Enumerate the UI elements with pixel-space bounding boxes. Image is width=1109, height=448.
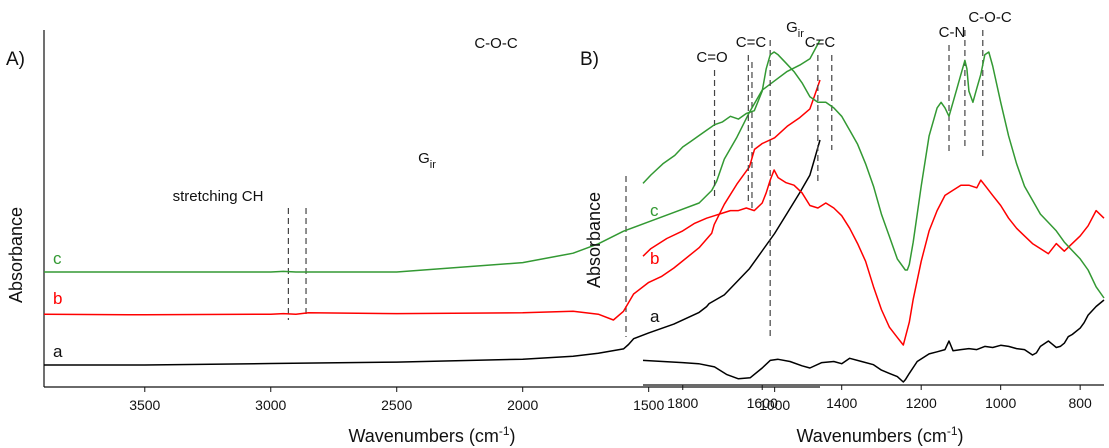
- panel-b: B) Absorbance 1800 1600 1400 1200 1000 800 C=…: [580, 9, 1105, 446]
- panel-a-x-tick-label: 1000: [759, 397, 790, 413]
- panel-a-x-tick-label: 3500: [129, 397, 160, 413]
- panel-b-annotation-c-c-2: C=C: [805, 34, 836, 51]
- panel-a-series-a: [44, 139, 821, 366]
- panel-b-x-axis-label: Wavenumbers (cm-1): [796, 424, 963, 446]
- panel-b-annotation-gir: Gir: [786, 19, 804, 40]
- panel-a-x-ticks: 3500 3000 2500 2000 1500 1000: [129, 387, 790, 413]
- panel-a-x-tick-label: 2500: [381, 397, 412, 413]
- panel-a-annotation-c-o-c: C-O-C: [474, 35, 517, 52]
- panel-b-annotations: C=O C=C Gir C=C C-N C-O-C: [696, 9, 1011, 66]
- panel-b-x-tick-label: 1200: [906, 395, 937, 411]
- panel-b-curve-label-b: b: [650, 249, 659, 268]
- panel-b-series-c: [642, 51, 1105, 299]
- panel-a-series-b: [43, 79, 821, 321]
- panel-b-curve-labels: a b c: [650, 201, 660, 326]
- panel-a-label: A): [6, 49, 25, 70]
- panel-a-series-c: [44, 39, 821, 273]
- panel-a-annotation-gir: Gir: [418, 150, 436, 171]
- panel-a-annotations: stretching CH Gir C-O-C: [173, 35, 518, 205]
- panel-b-series-b: [642, 169, 1105, 346]
- panel-b-x-ticks: 1800 1600 1400 1200 1000 800: [667, 385, 1092, 411]
- panel-b-annotation-c-o-c: C-O-C: [968, 9, 1011, 26]
- panel-b-annotation-c-o: C=O: [696, 49, 727, 66]
- panel-b-label: B): [580, 49, 599, 70]
- panel-b-x-tick-label: 1400: [826, 395, 857, 411]
- panel-a-curve-label-a: a: [53, 342, 63, 361]
- panel-b-curve-label-c: c: [650, 201, 659, 220]
- panel-a-x-tick-label: 1500: [633, 397, 664, 413]
- panel-a-curve-label-b: b: [53, 289, 62, 308]
- panel-a: A) Absorbance 3500 3000 2500 2000 1500 1000 s…: [6, 30, 821, 446]
- panel-b-annotation-c-c-1: C=C: [736, 34, 767, 51]
- panel-b-y-axis-label: Absorbance: [584, 192, 604, 288]
- panel-b-annotation-c-n: C-N: [939, 24, 966, 41]
- panel-a-x-tick-label: 3000: [255, 397, 286, 413]
- panel-a-guide-lines: [287, 62, 753, 337]
- panel-b-x-tick-label: 1000: [985, 395, 1016, 411]
- panel-a-x-axis-label: Wavenumbers (cm-1): [348, 424, 515, 446]
- panel-b-curve-label-a: a: [650, 307, 660, 326]
- panel-b-x-tick-label: 1600: [747, 395, 778, 411]
- panel-b-guide-lines: [713, 30, 984, 336]
- panel-b-series: [642, 51, 1105, 383]
- panel-a-y-axis-label: Absorbance: [6, 207, 26, 303]
- panel-b-x-tick-label: 800: [1068, 395, 1092, 411]
- panel-a-curve-label-c: c: [53, 249, 62, 268]
- panel-a-annotation-stretching-ch: stretching CH: [173, 188, 264, 205]
- panel-a-x-tick-label: 2000: [507, 397, 538, 413]
- panel-a-series: [43, 39, 821, 366]
- panel-a-curve-labels: a b c: [53, 249, 63, 361]
- panel-b-series-a: [642, 299, 1105, 383]
- panel-b-x-tick-label: 1800: [667, 395, 698, 411]
